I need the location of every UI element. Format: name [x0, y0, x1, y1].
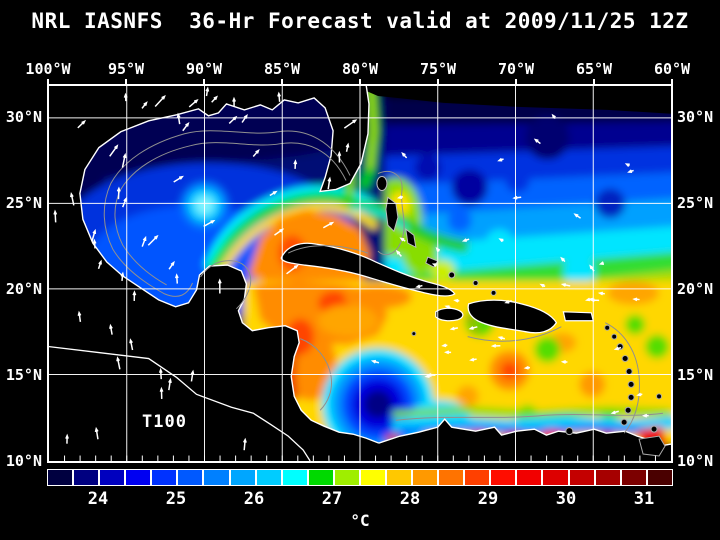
- land-masses: [49, 86, 671, 461]
- colorbar-segment: [282, 470, 307, 485]
- lon-tick-label: 60°W: [653, 60, 691, 78]
- map-plot-area: [47, 84, 673, 463]
- island-jamaica: [435, 307, 464, 322]
- temperature-field-map: [49, 86, 671, 461]
- out-of-domain-mask: [363, 86, 671, 114]
- lon-tick-label: 90°W: [185, 60, 223, 78]
- colorbar-segment: [74, 470, 99, 485]
- colorbar-segment: [413, 470, 438, 485]
- plot-title: NRL IASNFS 36-Hr Forecast valid at 2009/…: [31, 9, 689, 33]
- lat-tick-label-left: 15°N: [5, 366, 42, 384]
- lat-tick-label-left: 10°N: [5, 452, 42, 470]
- colorbar-segment: [204, 470, 229, 485]
- colorbar-segment: [48, 470, 73, 485]
- lat-tick-label-right: 25°N: [677, 194, 714, 212]
- lon-tick: [125, 79, 127, 85]
- colorbar-segment: [126, 470, 151, 485]
- lat-tick-label-left: 25°N: [5, 194, 42, 212]
- colorbar-segment: [360, 470, 386, 485]
- lon-tick-label: 65°W: [575, 60, 613, 78]
- lon-tick: [515, 79, 517, 85]
- colorbar-segment: [308, 470, 333, 485]
- lon-tick: [47, 79, 49, 85]
- colorbar-tick-label: 29: [477, 489, 499, 509]
- colorbar-tick-label: 27: [321, 489, 343, 509]
- lat-tick-label-left: 20°N: [5, 280, 42, 298]
- colorbar-segment: [387, 470, 412, 485]
- lon-tick-label: 85°W: [263, 60, 301, 78]
- lon-tick-label: 95°W: [107, 60, 145, 78]
- pacific-coastline: [49, 345, 311, 461]
- island-cuba: [280, 242, 456, 297]
- variable-label: T100: [142, 412, 187, 432]
- lat-tick-label-right: 20°N: [677, 280, 714, 298]
- minor-tick-marks: [64, 455, 656, 461]
- colorbar-segment: [439, 470, 464, 485]
- colorbar-segment: [621, 470, 646, 485]
- colorbar-segment: [517, 470, 542, 485]
- colorbar-segment: [569, 470, 594, 485]
- colorbar-segment: [465, 470, 490, 485]
- island-puerto-rico: [562, 311, 595, 322]
- lon-tick-label: 75°W: [419, 60, 457, 78]
- current-vector-arrows: [53, 86, 649, 451]
- islands-bahamas: [376, 176, 497, 296]
- lon-tick: [437, 79, 439, 85]
- colorbar: [47, 469, 673, 486]
- lon-tick: [203, 79, 205, 85]
- colorbar-segment: [334, 470, 359, 485]
- bathymetry-contours: [103, 130, 664, 434]
- colorbar-segment: [256, 470, 281, 485]
- colorbar-segment: [230, 470, 255, 485]
- colorbar-segment: [647, 470, 672, 485]
- colorbar-tick-label: 31: [633, 489, 655, 509]
- colorbar-segment: [152, 470, 177, 485]
- lat-tick-label-right: 10°N: [677, 452, 714, 470]
- colorbar-tick-label: 25: [165, 489, 187, 509]
- lon-tick: [281, 79, 283, 85]
- colorbar-segment: [178, 470, 203, 485]
- grid-lines: [49, 86, 671, 461]
- lat-tick-label-right: 30°N: [677, 108, 714, 126]
- lon-tick: [671, 79, 673, 85]
- island-hispaniola: [467, 299, 558, 334]
- colorbar-segment: [543, 470, 568, 485]
- colorbar-tick-label: 30: [555, 489, 577, 509]
- colorbar-tick-label: 24: [87, 489, 109, 509]
- colorbar-unit-label: °C: [350, 511, 370, 530]
- lon-tick: [359, 79, 361, 85]
- lon-tick: [593, 79, 595, 85]
- lat-tick-label-right: 15°N: [677, 366, 714, 384]
- colorbar-segment: [595, 470, 620, 485]
- colorbar-segment: [491, 470, 516, 485]
- lat-tick-label-left: 30°N: [5, 108, 42, 126]
- colorbar-segment: [100, 470, 125, 485]
- lon-tick-label: 70°W: [497, 60, 535, 78]
- lon-tick-label: 80°W: [341, 60, 379, 78]
- colorbar-tick-label: 28: [399, 489, 421, 509]
- lon-tick-label: 100°W: [25, 60, 71, 78]
- colorbar-tick-label: 26: [243, 489, 265, 509]
